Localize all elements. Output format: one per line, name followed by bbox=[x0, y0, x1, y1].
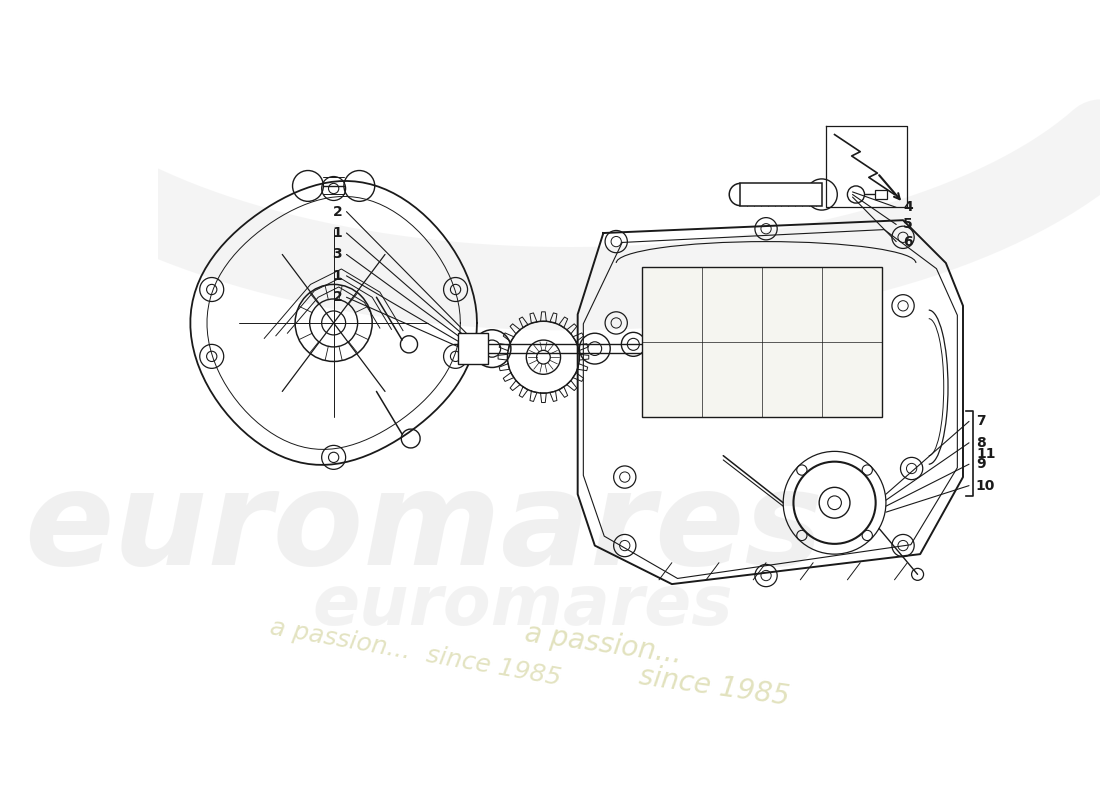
Text: 10: 10 bbox=[976, 478, 996, 493]
Text: 1: 1 bbox=[332, 226, 342, 240]
Text: euromares: euromares bbox=[24, 465, 823, 592]
Text: 6: 6 bbox=[903, 234, 913, 249]
Text: 1: 1 bbox=[332, 269, 342, 283]
Bar bbox=[642, 267, 882, 417]
Text: 4: 4 bbox=[903, 200, 913, 214]
Bar bbox=[874, 190, 887, 198]
Text: a passion...: a passion... bbox=[522, 619, 684, 669]
Text: 5: 5 bbox=[903, 218, 913, 231]
Bar bbox=[740, 183, 822, 206]
Text: 3: 3 bbox=[332, 247, 342, 262]
Text: 8: 8 bbox=[976, 436, 986, 450]
Text: 11: 11 bbox=[977, 446, 997, 461]
Text: 9: 9 bbox=[976, 458, 986, 471]
Bar bbox=[458, 334, 487, 364]
Text: 7: 7 bbox=[976, 414, 986, 429]
Text: euromares: euromares bbox=[312, 572, 733, 639]
Text: a passion...  since 1985: a passion... since 1985 bbox=[267, 615, 562, 690]
Text: 2: 2 bbox=[332, 205, 342, 218]
Text: 2: 2 bbox=[332, 290, 342, 304]
Text: since 1985: since 1985 bbox=[638, 662, 792, 711]
